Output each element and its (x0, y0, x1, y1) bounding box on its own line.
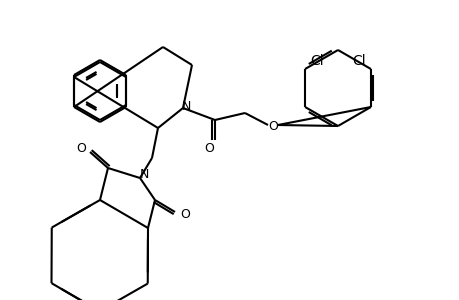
Text: O: O (76, 142, 86, 154)
Text: Cl: Cl (351, 54, 365, 68)
Text: N: N (181, 100, 190, 112)
Text: O: O (268, 121, 277, 134)
Text: N: N (139, 169, 148, 182)
Text: O: O (179, 208, 190, 220)
Text: Cl: Cl (310, 54, 323, 68)
Text: O: O (204, 142, 213, 154)
